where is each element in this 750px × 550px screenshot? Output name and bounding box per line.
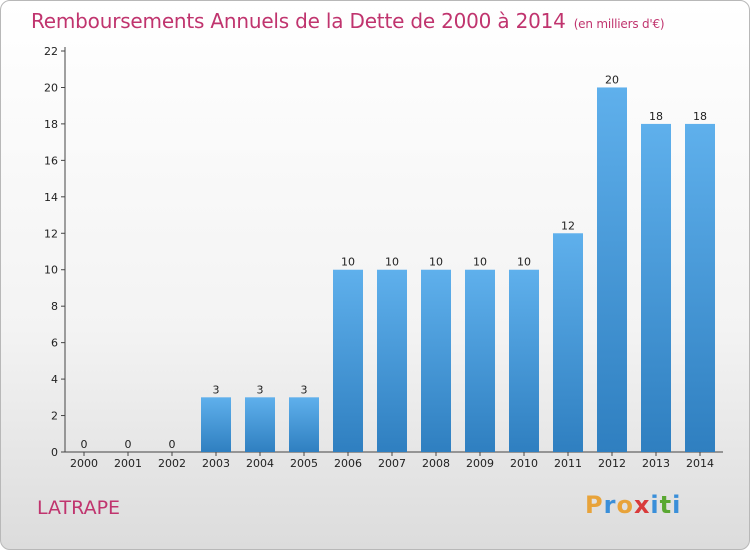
data-label: 3 [301,383,308,396]
bar [641,123,671,452]
y-tick-label: 0 [51,446,58,459]
data-label: 10 [341,256,355,269]
x-tick-label: 2014 [686,457,714,470]
data-label: 0 [125,438,132,451]
proxiti-logo: Proxiti [585,491,681,519]
x-tick-label: 2010 [510,457,538,470]
x-tick-label: 2011 [554,457,582,470]
data-label: 3 [257,383,264,396]
y-tick-label: 2 [51,410,58,423]
data-label: 3 [213,383,220,396]
x-tick-label: 2007 [378,457,406,470]
bars [201,87,715,453]
data-labels: 0 0 0 3 3 3 10 10 10 10 10 12 20 18 18 [81,73,708,451]
logo-letter: o [616,491,634,519]
x-tick-label: 2000 [70,457,98,470]
x-tick-label: 2013 [642,457,670,470]
logo-letter: r [603,491,617,519]
chart-title: Remboursements Annuels de la Dette de 20… [31,9,665,33]
x-tick-label: 2004 [246,457,274,470]
bar [685,123,715,452]
bar [553,233,583,452]
y-tick-label: 20 [44,81,58,94]
y-tick-label: 8 [51,300,58,313]
bar [289,397,319,452]
data-label: 10 [517,256,531,269]
data-label: 0 [169,438,176,451]
logo-letter: x [633,491,651,519]
chart-title-text: Remboursements Annuels de la Dette de 20… [31,9,566,33]
x-tick-label: 2008 [422,457,450,470]
bar [509,269,539,452]
bar [333,269,363,452]
x-tick-label: 2009 [466,457,494,470]
x-tick-label: 2001 [114,457,142,470]
data-label: 18 [693,110,707,123]
bar [597,87,627,453]
x-tick-label: 2006 [334,457,362,470]
y-tick-label: 6 [51,337,58,350]
data-label: 10 [429,256,443,269]
bar [421,269,451,452]
data-label: 12 [561,219,575,232]
data-label: 10 [473,256,487,269]
bar [377,269,407,452]
bar [201,397,231,452]
logo-letter: i [650,491,660,519]
commune-name: LATRAPE [37,497,121,519]
y-tick-label: 4 [51,373,58,386]
data-label: 0 [81,438,88,451]
bar [245,397,275,452]
y-tick-label: 10 [44,264,58,277]
y-tick-label: 12 [44,227,58,240]
bar [465,269,495,452]
x-tick-label: 2005 [290,457,318,470]
y-tick-label: 14 [44,191,58,204]
logo-letter: P [585,491,604,519]
logo-letter: i [672,491,682,519]
y-tick-label: 22 [44,45,58,58]
logo-letter: t [659,491,673,519]
chart-subtitle: (en milliers d'€) [573,17,665,31]
x-tick-label: 2003 [202,457,230,470]
x-tick-label: 2012 [598,457,626,470]
x-tick-label: 2002 [158,457,186,470]
data-label: 18 [649,110,663,123]
y-tick-label: 16 [44,154,58,167]
data-label: 20 [605,73,619,86]
y-tick-label: 18 [44,118,58,131]
data-label: 10 [385,256,399,269]
